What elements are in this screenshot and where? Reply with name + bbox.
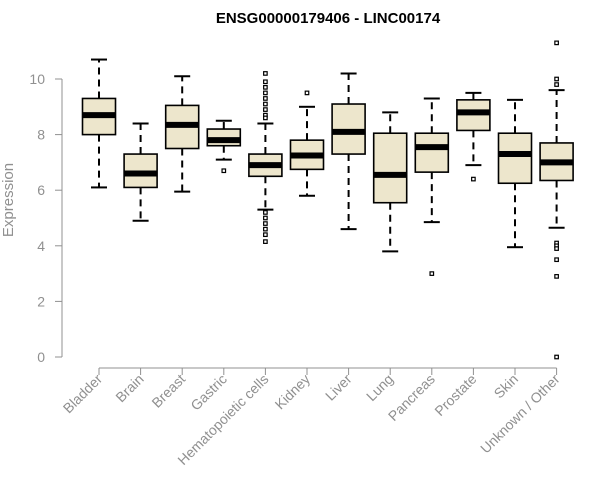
x-tick-label: Brain	[112, 371, 146, 405]
outlier-point	[263, 215, 268, 221]
box-kidney	[289, 90, 325, 197]
box-prostate	[456, 91, 491, 182]
outlier-point	[471, 176, 476, 182]
outlier-point	[304, 90, 310, 96]
iqr-box	[497, 132, 533, 185]
x-tick-label: Bladder	[60, 371, 106, 417]
box-pancreas	[414, 97, 450, 276]
y-tick-label: 2	[37, 293, 45, 309]
outlier-point	[263, 239, 268, 244]
y-tick-label: 8	[37, 127, 45, 143]
outlier-point	[221, 168, 227, 174]
y-tick-label: 10	[29, 71, 45, 87]
outlier-point	[263, 107, 268, 112]
x-tick-label: Liver	[322, 371, 355, 404]
box-breast	[164, 75, 200, 193]
x-tick-label: Prostate	[431, 371, 479, 419]
box-unknown-other	[539, 40, 574, 360]
x-tick-label: Unknown / Other	[477, 371, 563, 457]
outlier-point	[263, 84, 268, 90]
outlier-point	[263, 115, 268, 121]
outlier-point	[263, 226, 268, 232]
y-tick-label: 4	[37, 238, 45, 254]
outlier-point	[263, 221, 268, 226]
outlier-point	[263, 101, 268, 107]
outlier-point	[263, 232, 268, 238]
x-tick-label: Skin	[491, 371, 522, 402]
outlier-point	[554, 257, 559, 263]
chart-title: ENSG00000179406 - LINC00174	[216, 10, 441, 27]
outlier-point	[429, 271, 435, 276]
outlier-point	[263, 71, 268, 76]
outlier-point	[554, 354, 559, 360]
outlier-point	[263, 96, 268, 101]
outlier-point	[263, 210, 268, 215]
outlier-point	[263, 90, 268, 96]
outlier-point	[554, 40, 559, 46]
x-tick-label: Kidney	[272, 371, 314, 413]
x-tick-label: Breast	[148, 371, 188, 411]
y-tick-label: 6	[37, 182, 45, 198]
outlier-point	[554, 246, 559, 251]
box-lung	[372, 111, 408, 253]
outlier-point	[263, 79, 268, 85]
outlier-point	[554, 82, 559, 87]
y-tick-label: 0	[37, 349, 45, 365]
outlier-point	[554, 76, 559, 82]
box-bladder	[81, 58, 117, 189]
y-axis-label: Expression	[0, 163, 17, 237]
box-hematopoietic-cells	[248, 71, 283, 244]
box-brain	[123, 122, 158, 222]
box-skin	[497, 98, 533, 249]
box-liver	[331, 72, 366, 231]
x-tick-label: Lung	[363, 371, 396, 404]
box-series	[81, 40, 574, 360]
box-gastric	[206, 119, 242, 174]
y-axis: 0 2 4 6 8 10	[29, 71, 63, 365]
outlier-point	[554, 274, 559, 279]
iqr-box	[414, 132, 450, 173]
iqr-box	[372, 132, 408, 204]
